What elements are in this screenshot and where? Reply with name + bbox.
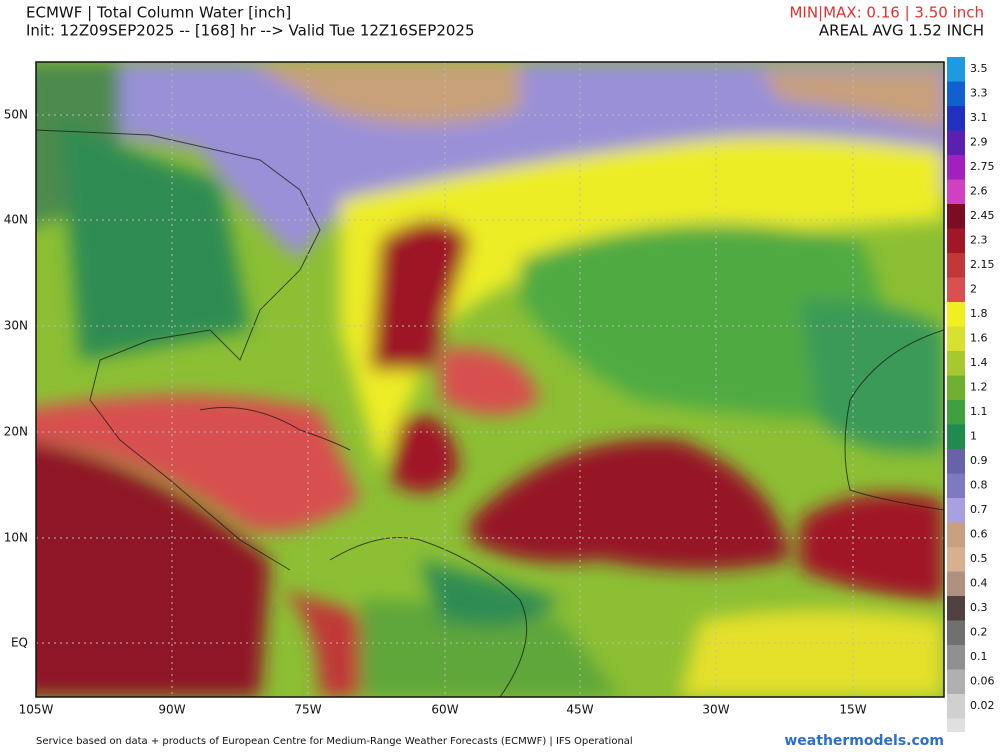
colorbar-label: 3.1	[970, 111, 988, 124]
colorbar-label: 3.3	[970, 87, 988, 100]
colorbar-swatch	[947, 326, 965, 352]
subtitle: Init: 12Z09SEP2025 -- [168] hr --> Valid…	[26, 22, 475, 40]
colorbar-swatch	[947, 106, 965, 131]
colorbar-swatch	[947, 522, 965, 548]
colorbar-label: 2.75	[970, 160, 995, 173]
colorbar-label: 2.3	[970, 234, 988, 247]
brand-link[interactable]: weathermodels.com	[784, 733, 944, 749]
colorbar-label: 0.2	[970, 626, 988, 639]
colorbar-label: 0.06	[970, 675, 995, 688]
lon-label: 45W	[566, 703, 593, 717]
lat-label: EQ	[11, 636, 28, 650]
colorbar-swatch	[947, 596, 965, 621]
colorbar-label: 2	[970, 283, 977, 296]
colorbar-label: 1.4	[970, 356, 988, 369]
colorbar-swatch	[947, 694, 965, 719]
colorbar-swatch	[947, 57, 965, 82]
colorbar-swatch	[947, 302, 965, 327]
colorbar-swatch	[947, 179, 965, 205]
lon-label: 60W	[431, 703, 458, 717]
colorbar-swatch	[947, 498, 965, 523]
colorbar-label: 0.9	[970, 454, 988, 467]
colorbar-swatch	[947, 277, 965, 303]
lat-label: 10N	[4, 531, 28, 545]
title: ECMWF | Total Column Water [inch]	[26, 4, 291, 22]
colorbar-swatch	[947, 400, 965, 425]
colorbar-label: 1.8	[970, 307, 988, 320]
colorbar-label: 0.3	[970, 601, 988, 614]
map-field	[36, 62, 944, 697]
colorbar-label: 0.8	[970, 479, 988, 492]
colorbar-label: 1.2	[970, 381, 988, 394]
colorbar-swatch	[947, 130, 965, 156]
colorbar-label: 0.5	[970, 552, 988, 565]
lat-label: 40N	[4, 213, 28, 227]
axes: 50N 40N 30N 20N 10N EQ 105W 90W 75W 60W 45W 30W 15W	[4, 108, 867, 717]
colorbar-swatch	[947, 253, 965, 278]
lon-label: 30W	[702, 703, 729, 717]
lon-label: 15W	[839, 703, 866, 717]
colorbar-swatch	[947, 669, 965, 695]
colorbar-swatch	[947, 571, 965, 597]
colorbar-swatch	[947, 620, 965, 646]
colorbar-swatch	[947, 375, 965, 401]
colorbar-label: 0.7	[970, 503, 988, 516]
lat-label: 30N	[4, 319, 28, 333]
colorbar-swatch	[947, 351, 965, 376]
colorbar-swatch	[947, 228, 965, 254]
colorbar-label: 0.6	[970, 528, 988, 541]
lat-label: 50N	[4, 108, 28, 122]
colorbar-label: 0.1	[970, 650, 988, 663]
lat-label: 20N	[4, 425, 28, 439]
colorbar-swatch	[947, 473, 965, 499]
colorbar: 3.5 3.3 3.1 2.9 2.75 2.6 2.45 2.3 2.15 2 1.8 1.6 1.4…	[947, 57, 995, 732]
colorbar-label: 2.45	[970, 209, 995, 222]
colorbar-swatch	[947, 424, 965, 450]
areal-average: AREAL AVG 1.52 INCH	[819, 22, 984, 40]
colorbar-swatch	[947, 204, 965, 229]
colorbar-label: 3.5	[970, 62, 988, 75]
colorbar-label: 2.9	[970, 136, 988, 149]
colorbar-swatch	[947, 645, 965, 670]
colorbar-swatch	[947, 155, 965, 180]
colorbar-label: 2.15	[970, 258, 995, 271]
credit: Service based on data + products of Euro…	[36, 736, 633, 747]
map-frame	[35, 61, 945, 698]
lon-label: 75W	[294, 703, 321, 717]
colorbar-swatch	[947, 547, 965, 572]
colorbar-swatch	[947, 81, 965, 107]
colorbar-swatch	[947, 718, 965, 732]
colorbar-label: 1.1	[970, 405, 988, 418]
colorbar-label: 1	[970, 430, 977, 443]
colorbar-label: 0.4	[970, 577, 988, 590]
colorbar-label: 1.6	[970, 332, 988, 345]
lon-label: 90W	[158, 703, 185, 717]
colorbar-swatch	[947, 449, 965, 474]
colorbar-label: 2.6	[970, 185, 988, 198]
colorbar-label: 0.02	[970, 699, 995, 712]
lon-label: 105W	[19, 703, 54, 717]
min-max: MIN|MAX: 0.16 | 3.50 inch	[789, 4, 984, 22]
